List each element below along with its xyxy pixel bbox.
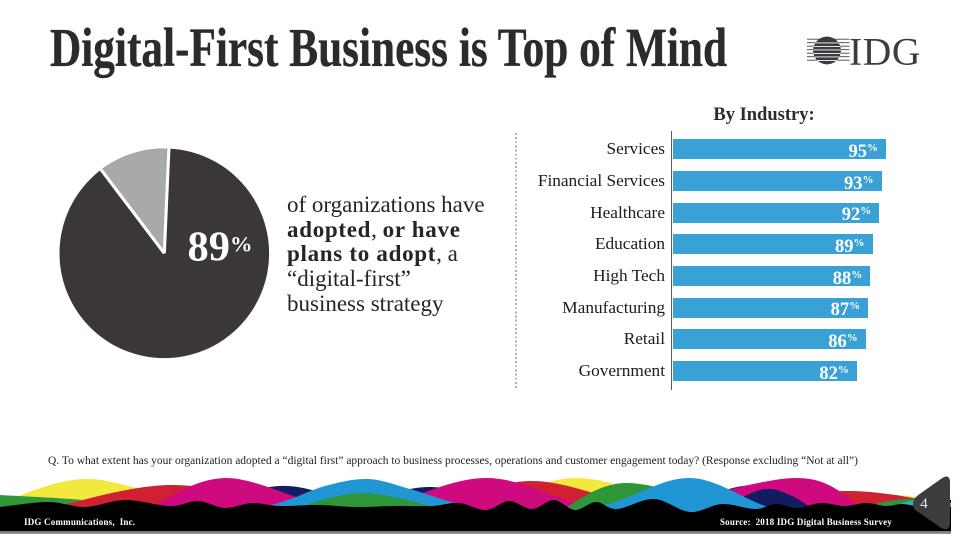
svg-text:IDG: IDG <box>849 30 921 74</box>
